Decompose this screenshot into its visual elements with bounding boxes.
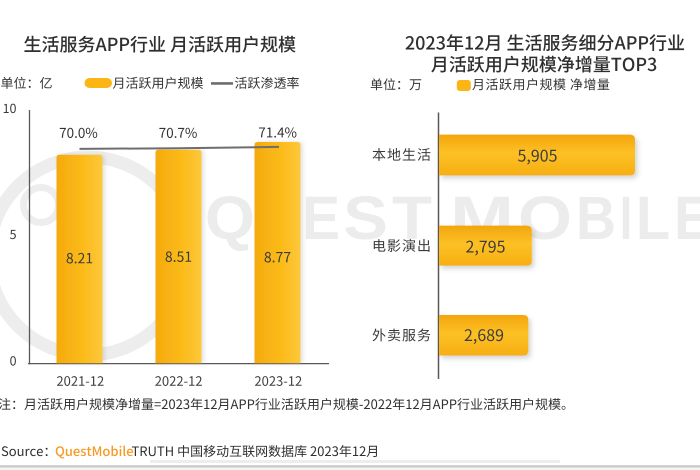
svg-text:E: E xyxy=(302,184,340,252)
svg-text:E: E xyxy=(674,184,700,252)
svg-text:S: S xyxy=(343,184,388,252)
svg-text:B: B xyxy=(576,184,616,252)
svg-text:T: T xyxy=(392,184,432,252)
svg-text:I: I xyxy=(620,184,632,252)
svg-text:L: L xyxy=(636,184,670,252)
svg-text:Q: Q xyxy=(205,184,255,252)
